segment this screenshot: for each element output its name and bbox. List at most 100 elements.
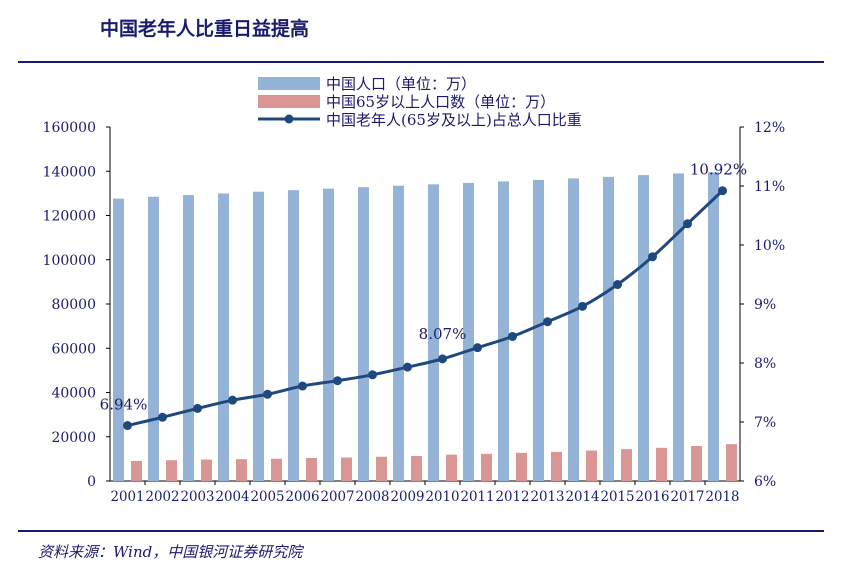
ratio-point: [718, 186, 727, 196]
population-bar: [113, 198, 124, 482]
right-tick-label: 9%: [754, 297, 776, 313]
elderly-bar: [306, 457, 317, 481]
population-bar: [253, 191, 264, 482]
footer-divider: [18, 530, 824, 532]
elderly-bar: [166, 460, 177, 481]
population-bar: [393, 185, 404, 481]
elderly-bar: [481, 453, 492, 481]
x-tick-label: 2012: [496, 489, 530, 505]
right-tick-label: 10%: [754, 238, 785, 254]
ratio-point: [473, 343, 482, 353]
ratio-point: [193, 403, 202, 413]
ratio-line: [123, 186, 727, 431]
legend-label: 中国人口（单位：万）: [326, 75, 476, 93]
population-bar: [673, 173, 684, 481]
x-tick-label: 2016: [636, 489, 670, 505]
legend-swatch: [258, 77, 320, 90]
data-label: 8.07%: [419, 325, 467, 343]
x-tick-label: 2004: [216, 489, 250, 505]
right-tick-label: 8%: [754, 356, 776, 372]
elderly-bar: [586, 450, 597, 481]
population-bar: [218, 193, 229, 481]
ratio-point: [438, 354, 447, 364]
elderly-bar: [551, 451, 562, 481]
title-divider: [18, 61, 824, 63]
elderly-bar: [446, 454, 457, 481]
left-tick-label: 160000: [43, 120, 96, 136]
legend-swatch-marker: [284, 114, 294, 124]
elderly-bar: [271, 458, 282, 481]
population-bar: [148, 196, 159, 482]
ratio-point: [123, 421, 132, 431]
elderly-bar: [691, 445, 702, 481]
population-bar: [638, 175, 649, 481]
legend-label: 中国65岁以上人口数（单位：万）: [326, 93, 555, 111]
x-tick-label: 2010: [426, 489, 460, 505]
elderly-bar: [341, 457, 352, 481]
population-bar: [568, 178, 579, 482]
elderly-bar: [131, 460, 142, 481]
population-bar: [183, 195, 194, 481]
x-tick-label: 2002: [146, 489, 180, 505]
population-bar: [323, 188, 334, 481]
legend-label: 中国老年人(65岁及以上)占总人口比重: [326, 111, 582, 129]
elderly-bar: [726, 444, 737, 481]
left-tick-label: 60000: [51, 341, 96, 357]
population-bar: [603, 176, 614, 481]
x-tick-label: 2017: [671, 489, 705, 505]
x-tick-label: 2014: [566, 489, 600, 505]
page-title: 中国老年人比重日益提高: [100, 18, 310, 40]
ratio-line-path: [127, 189, 724, 427]
x-tick-label: 2006: [286, 489, 320, 505]
elderly-bar: [516, 452, 527, 481]
right-tick-label: 7%: [754, 415, 776, 431]
x-tick-label: 2018: [706, 489, 740, 505]
ratio-point: [263, 389, 272, 399]
right-tick-label: 11%: [754, 179, 785, 195]
elderly-bar: [411, 455, 422, 481]
left-tick-label: 20000: [51, 430, 96, 446]
ratio-point: [368, 370, 377, 380]
ratio-point: [228, 395, 237, 405]
x-tick-label: 2001: [111, 489, 145, 505]
population-bar: [358, 187, 369, 481]
ratio-point: [648, 252, 657, 262]
elderly-bar: [621, 449, 632, 481]
x-tick-label: 2015: [601, 489, 635, 505]
ratio-point: [158, 412, 167, 422]
ratio-point: [508, 331, 517, 341]
ratio-point: [403, 362, 412, 372]
right-tick-label: 12%: [754, 120, 785, 136]
data-label: 10.92%: [690, 161, 747, 179]
x-tick-label: 2013: [531, 489, 565, 505]
bars: [113, 172, 737, 482]
left-tick-label: 120000: [43, 209, 96, 225]
x-tick-label: 2009: [391, 489, 425, 505]
left-tick-label: 80000: [51, 297, 96, 313]
population-bar: [428, 184, 439, 481]
x-tick-label: 2011: [461, 489, 495, 505]
population-bar: [533, 179, 544, 481]
x-tick-label: 2003: [181, 489, 215, 505]
ratio-point: [683, 219, 692, 229]
population-bar: [463, 182, 474, 482]
x-tick-label: 2008: [356, 489, 390, 505]
ratio-point: [613, 280, 622, 290]
labels: 6.94% 8.07% 10.92%: [100, 161, 747, 414]
right-tick-label: 6%: [754, 474, 776, 490]
elderly-bar: [236, 459, 247, 481]
left-tick-label: 100000: [43, 253, 96, 269]
ratio-point: [333, 376, 342, 386]
legend-swatch: [258, 95, 320, 108]
x-tick-label: 2007: [321, 489, 355, 505]
left-tick-label: 140000: [43, 164, 96, 180]
ratio-point: [298, 381, 307, 391]
x-tick-label: 2005: [251, 489, 285, 505]
population-bar: [288, 190, 299, 481]
population-bar: [708, 172, 719, 482]
left-tick-label: 40000: [51, 386, 96, 402]
axes: 0 20000 40000 60000 80000 100000 120000 140000 1…: [43, 120, 786, 505]
data-label: 6.94%: [100, 396, 148, 414]
source-note: 资料来源：Wind，中国银河证券研究院: [38, 543, 303, 561]
